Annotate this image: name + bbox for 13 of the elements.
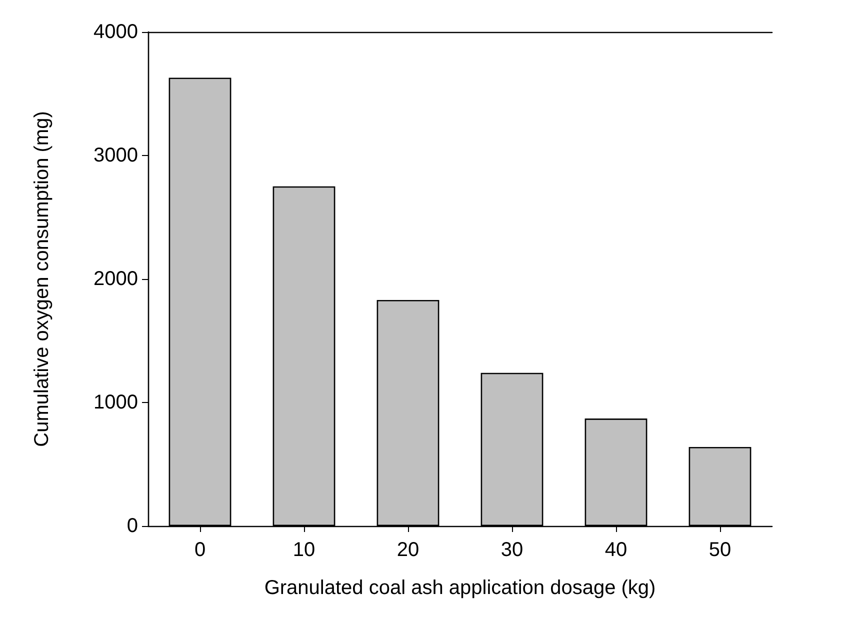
- y-tick-label: 0: [126, 515, 138, 537]
- y-tick-label: 2000: [94, 268, 138, 290]
- x-axis-title: Granulated coal ash application dosage (kg): [264, 577, 656, 599]
- x-tick-label: 30: [500, 539, 524, 561]
- x-tick-label: 40: [604, 539, 628, 561]
- y-axis-title: Cumulative oxygen consumption (mg): [31, 111, 53, 447]
- x-tick-label: 10: [292, 539, 316, 561]
- x-tick-label: 20: [396, 539, 420, 561]
- y-tick-label: 1000: [94, 392, 138, 414]
- x-tick-label: 50: [708, 539, 732, 561]
- y-tick-label: 3000: [94, 144, 138, 166]
- y-tick-label: 4000: [94, 21, 138, 43]
- x-tick-label: 0: [194, 539, 206, 561]
